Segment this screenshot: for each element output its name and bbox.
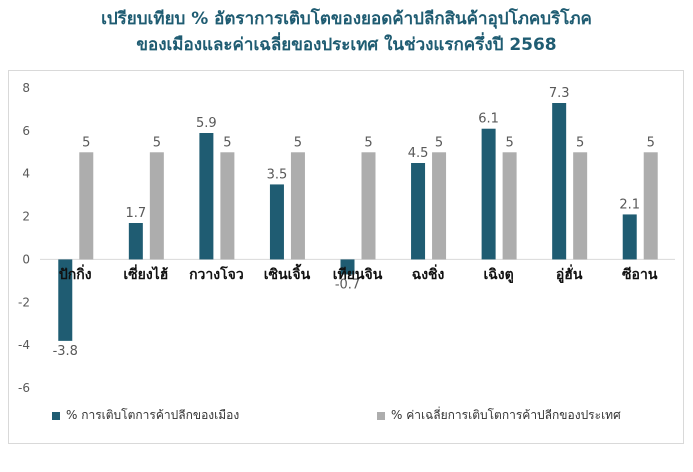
- y-tick-label: 4: [22, 167, 30, 181]
- data-label-city: 6.1: [478, 112, 499, 127]
- legend-item-national: % ค่าเฉลี่ยการเติบโตการค้าปลีกของประเทศ: [377, 406, 621, 425]
- legend-swatch-city: [52, 411, 60, 420]
- category-label: เซินเจิ้น: [264, 263, 311, 283]
- data-label-city: -0.7: [335, 277, 360, 292]
- bar-national: [643, 152, 658, 260]
- bar-city: [481, 128, 496, 260]
- category-label: เทียนจิน: [333, 267, 383, 283]
- chart-panel: [8, 70, 684, 444]
- y-tick-label: -4: [18, 338, 30, 352]
- category-label: ซีอาน: [622, 267, 658, 283]
- data-label-national: 5: [435, 135, 443, 150]
- chart-title-line-2: ของเมืองและค่าเฉลี่ยของประเทศ ในช่วงแรกค…: [136, 35, 557, 55]
- category-label: เซี่ยงไฮ้: [123, 264, 168, 283]
- data-label-national: 5: [505, 135, 513, 150]
- category-label: เฉิงตู: [483, 267, 513, 283]
- bar-national: [573, 152, 588, 260]
- bar-city: [58, 259, 73, 341]
- data-label-national: 5: [153, 135, 161, 150]
- category-label: อู่ฮั่น: [556, 264, 583, 283]
- y-tick-label: 2: [22, 210, 30, 224]
- bar-city: [128, 223, 143, 260]
- y-tick-label: -2: [18, 295, 30, 309]
- chart-title-line-1: เปรียบเทียบ % อัตราการเติบโตของยอดค้าปลี…: [101, 9, 592, 29]
- legend-label-national: % ค่าเฉลี่ยการเติบโตการค้าปลีกของประเทศ: [391, 408, 621, 422]
- category-label: ปักกิ่ง: [59, 264, 92, 283]
- bar-national: [361, 152, 376, 260]
- category-label: กวางโจว: [189, 265, 244, 283]
- data-label-national: 5: [364, 135, 372, 150]
- bar-city: [269, 184, 284, 260]
- data-label-city: -3.8: [53, 344, 78, 359]
- data-label-national: 5: [82, 135, 90, 150]
- category-label: ฉงชิ่ง: [412, 264, 445, 283]
- data-label-city: 4.5: [408, 146, 429, 161]
- data-label-city: 7.3: [549, 86, 570, 101]
- data-label-city: 2.1: [619, 197, 640, 212]
- bar-city: [552, 103, 567, 260]
- legend-label-city: % การเติบโตการค้าปลีกของเมือง: [66, 408, 240, 422]
- data-label-city: 5.9: [196, 116, 217, 131]
- bar-national: [290, 152, 305, 260]
- bar-national: [79, 152, 94, 260]
- legend-swatch-national: [377, 411, 385, 420]
- data-label-national: 5: [576, 135, 584, 150]
- bar-national: [220, 152, 235, 260]
- y-tick-label: 6: [22, 124, 30, 138]
- bar-national: [502, 152, 517, 260]
- bar-city: [622, 214, 637, 260]
- data-label-national: 5: [294, 135, 302, 150]
- bar-city: [199, 133, 214, 260]
- data-label-city: 1.7: [125, 206, 146, 221]
- bar-city: [411, 163, 426, 260]
- legend-item-city: % การเติบโตการค้าปลีกของเมือง: [52, 406, 239, 425]
- data-label-national: 5: [647, 135, 655, 150]
- y-tick-label: -6: [18, 381, 30, 395]
- data-label-national: 5: [223, 135, 231, 150]
- y-tick-label: 0: [22, 252, 30, 266]
- bar-national: [432, 152, 447, 260]
- data-label-city: 3.5: [267, 167, 288, 182]
- chart-title: เปรียบเทียบ % อัตราการเติบโตของยอดค้าปลี…: [0, 6, 693, 58]
- bar-city: [340, 259, 355, 275]
- bar-national: [149, 152, 164, 260]
- y-tick-label: 8: [22, 81, 30, 95]
